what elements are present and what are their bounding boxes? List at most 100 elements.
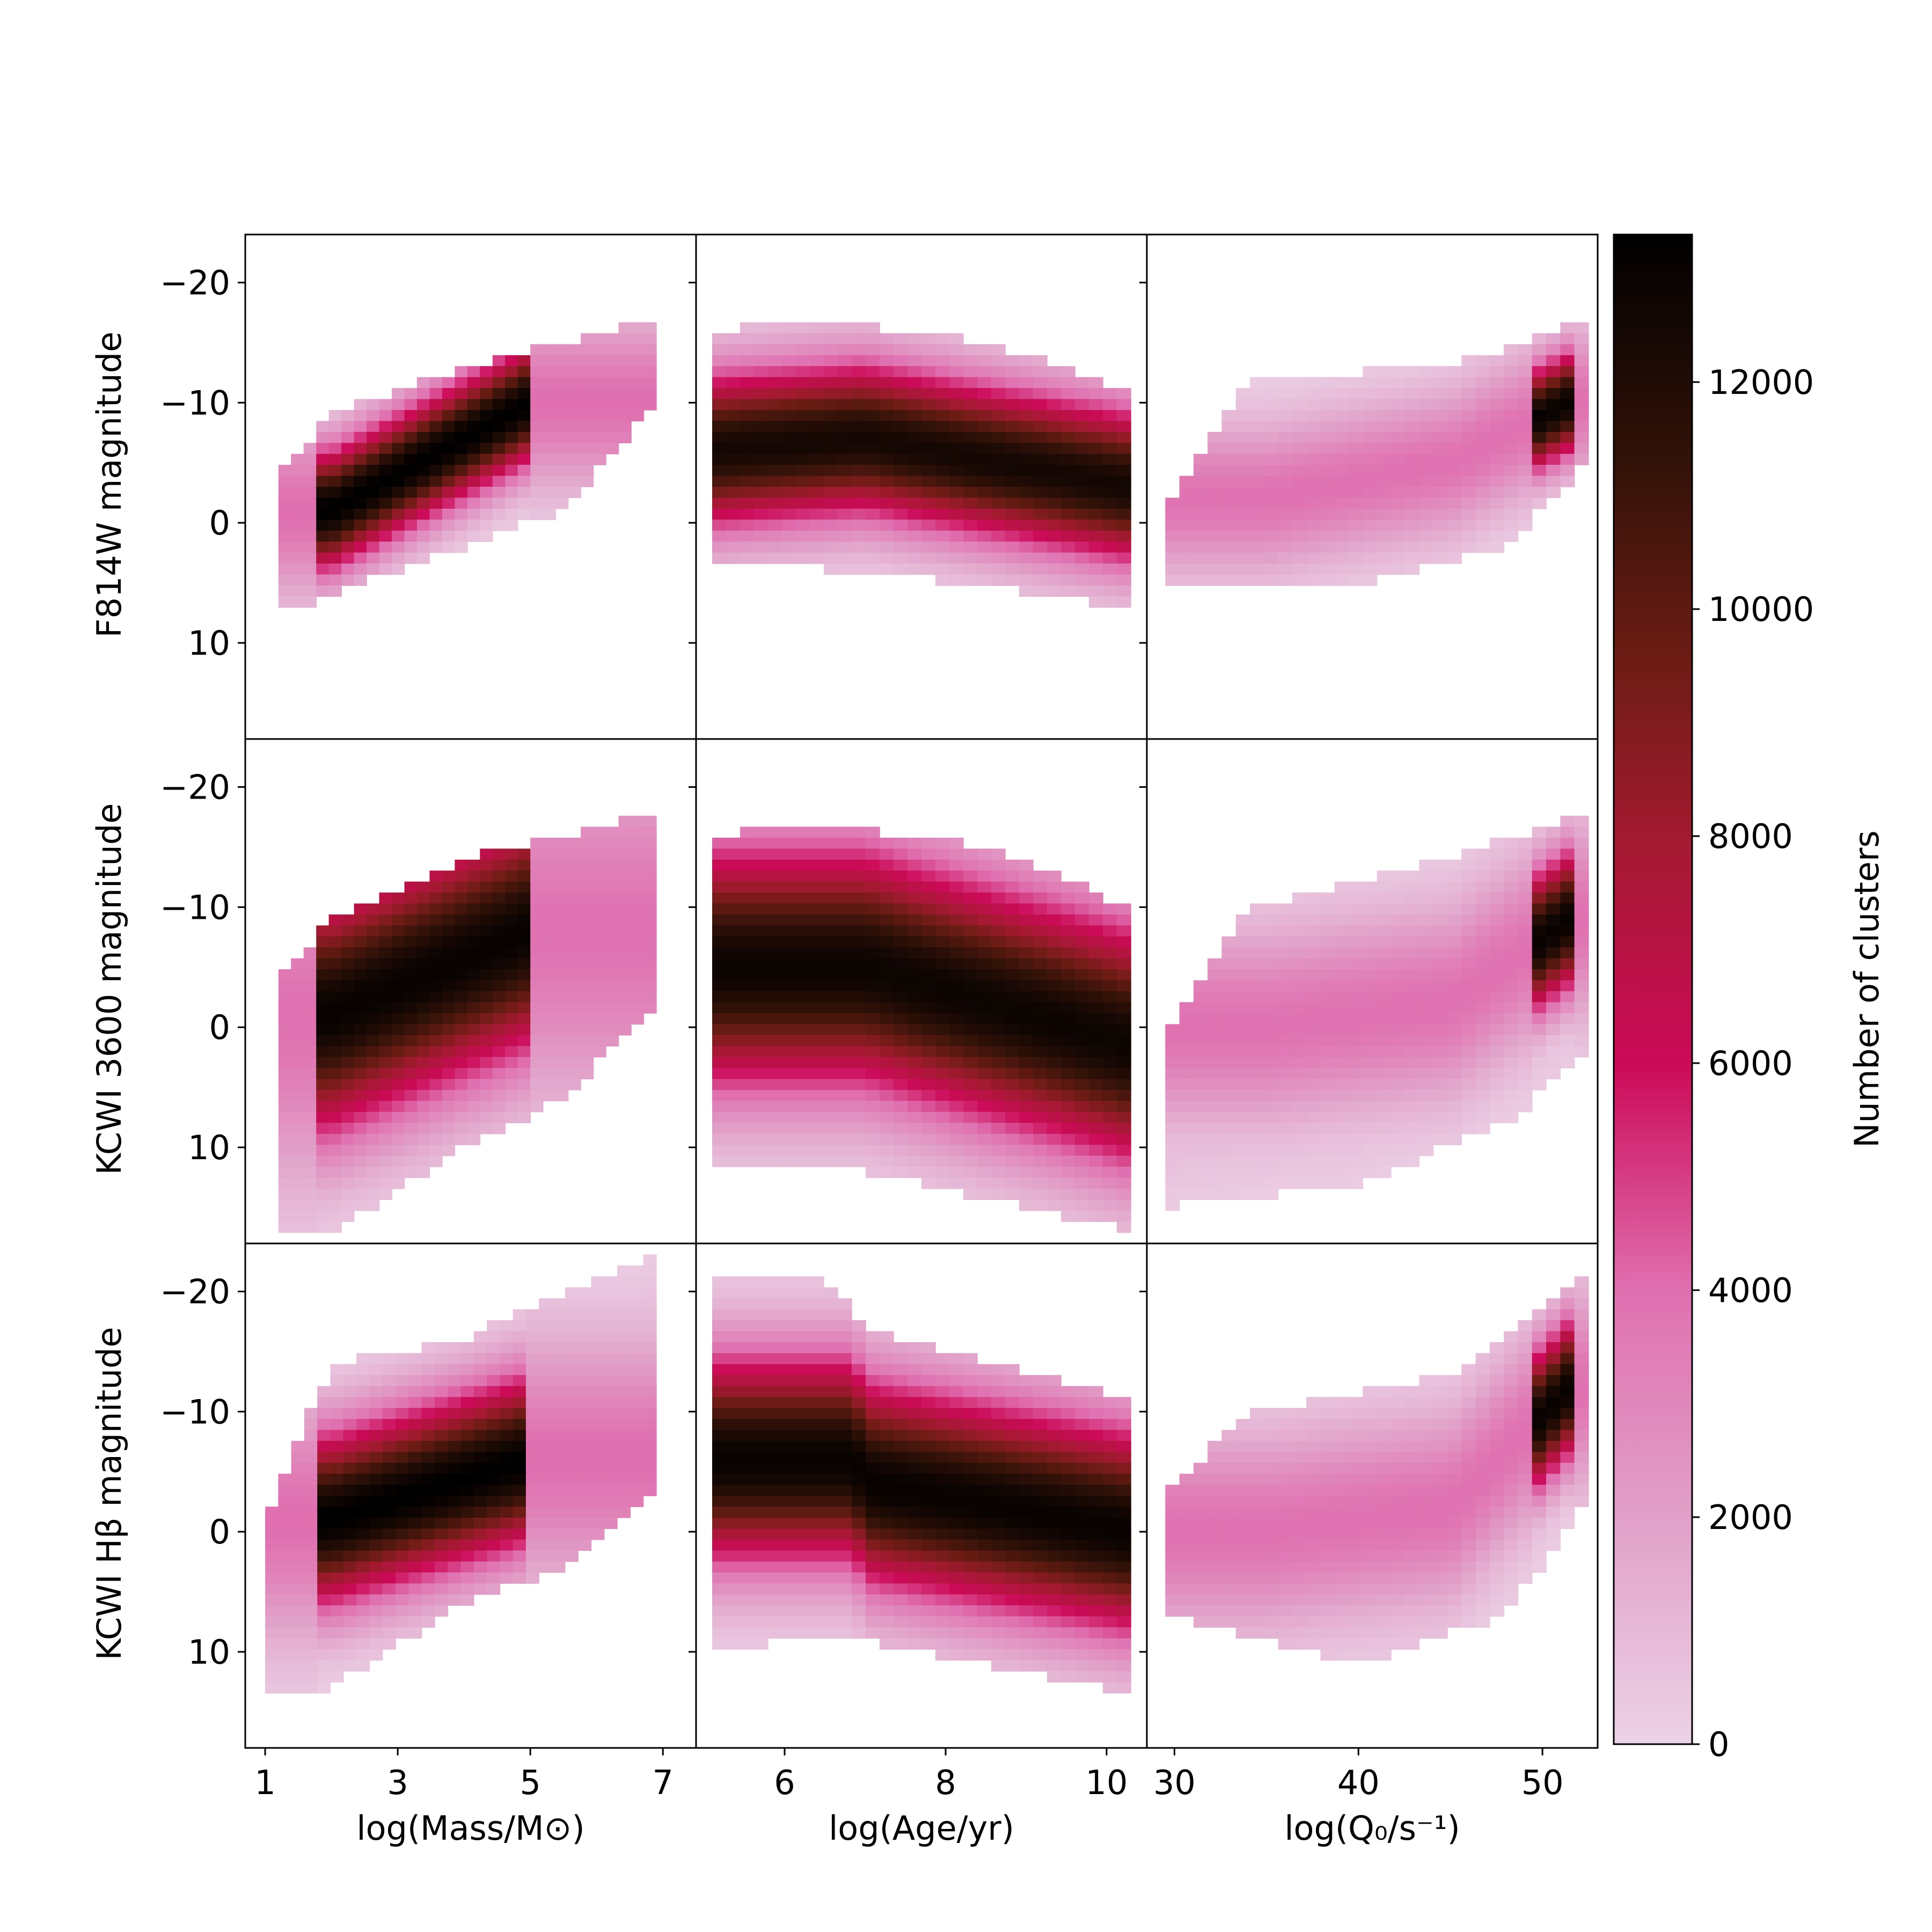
heatmap-cell: [1433, 552, 1448, 564]
heatmap-cell: [1433, 859, 1448, 871]
heatmap-cell: [949, 453, 964, 465]
heatmap-cell: [1103, 443, 1117, 455]
heatmap-cell: [796, 892, 810, 904]
heatmap-cell: [317, 1682, 331, 1694]
heatmap-cell: [921, 431, 936, 443]
heatmap-cell: [1292, 453, 1307, 465]
heatmap-cell: [442, 1002, 456, 1014]
heatmap-cell: [1278, 1123, 1293, 1135]
heatmap-cell: [977, 1177, 992, 1189]
heatmap-cell: [1089, 980, 1103, 992]
heatmap-cell: [500, 1496, 514, 1507]
heatmap-cell: [539, 1320, 553, 1332]
y-tick-label: 0: [209, 1008, 230, 1047]
heatmap-cell: [1103, 388, 1117, 400]
heatmap-cell: [1546, 1035, 1561, 1046]
heatmap-cell: [894, 859, 908, 871]
heatmap-cell: [754, 1309, 769, 1321]
heatmap-cell: [578, 1342, 592, 1354]
heatmap-cell: [555, 1068, 569, 1080]
heatmap-cell: [1504, 837, 1519, 850]
heatmap-cell: [754, 859, 769, 871]
heatmap-cell: [1165, 1046, 1180, 1058]
heatmap-cell: [539, 1550, 553, 1562]
heatmap-cell: [1349, 1123, 1364, 1135]
heatmap-cell: [838, 947, 852, 959]
heatmap-cell: [1405, 958, 1420, 970]
heatmap-cell: [630, 1276, 644, 1288]
heatmap-cell: [429, 881, 443, 893]
heatmap-cell: [530, 881, 544, 893]
heatmap-cell: [866, 497, 880, 509]
heatmap-cell: [754, 552, 769, 564]
heatmap-cell: [568, 388, 581, 400]
heatmap-cell: [392, 1046, 405, 1058]
heatmap-cell: [1475, 519, 1490, 531]
heatmap-cell: [448, 1528, 462, 1540]
heatmap-cell: [1546, 333, 1561, 345]
heatmap-cell: [1461, 925, 1476, 937]
heatmap-cell: [949, 519, 964, 531]
heatmap-cell: [921, 487, 936, 499]
heatmap-cell: [1235, 1013, 1250, 1025]
heatmap-cell: [379, 1167, 392, 1179]
heatmap-cell: [740, 1517, 755, 1529]
heatmap-cell: [316, 1002, 330, 1014]
heatmap-cell: [1475, 892, 1490, 904]
heatmap-cell: [448, 1440, 462, 1452]
heatmap-cell: [1349, 969, 1364, 981]
heatmap-cell: [555, 859, 569, 871]
heatmap-cell: [908, 399, 922, 411]
heatmap-cell: [317, 1572, 331, 1584]
heatmap-cell: [1532, 826, 1547, 838]
heatmap-cell: [500, 1353, 514, 1365]
heatmap-cell: [880, 870, 894, 882]
heatmap-cell: [460, 1430, 474, 1441]
heatmap-cell: [1475, 881, 1490, 893]
heatmap-cell: [1264, 1101, 1279, 1113]
heatmap-cell: [434, 1474, 448, 1485]
heatmap-cell: [356, 1440, 370, 1452]
y-tick-label: −10: [160, 888, 230, 927]
heatmap-cell: [838, 508, 852, 521]
heatmap-cell: [1574, 322, 1589, 334]
heatmap-cell: [1117, 1101, 1131, 1113]
heatmap-cell: [480, 1111, 493, 1123]
heatmap-cell: [1089, 1188, 1103, 1200]
heatmap-cell: [921, 837, 936, 850]
heatmap-cell: [530, 377, 544, 389]
heatmap-cell: [977, 1057, 992, 1069]
heatmap-cell: [1433, 399, 1448, 411]
heatmap-cell: [949, 1177, 964, 1189]
heatmap-cell: [908, 431, 922, 443]
heatmap-cell: [404, 958, 418, 970]
heatmap-cell: [408, 1364, 422, 1375]
heatmap-cell: [963, 431, 978, 443]
heatmap-cell: [824, 936, 838, 948]
heatmap-cell: [291, 1177, 304, 1189]
heatmap-cell: [1179, 1068, 1194, 1080]
heatmap-cell: [543, 1057, 556, 1069]
heatmap-cell: [1235, 519, 1250, 531]
heatmap-cell: [278, 1583, 292, 1595]
heatmap-cell: [1391, 399, 1406, 411]
heatmap-cell: [367, 1167, 380, 1179]
heatmap-cell: [1320, 1013, 1335, 1025]
heatmap-cell: [316, 936, 330, 948]
heatmap-cell: [1489, 837, 1504, 850]
heatmap-cell: [1075, 1155, 1089, 1167]
heatmap-cell: [1574, 837, 1589, 850]
heatmap-cell: [552, 1419, 566, 1431]
heatmap-cell: [1518, 892, 1533, 904]
heatmap-cell: [949, 487, 964, 499]
heatmap-cell: [1103, 925, 1117, 937]
heatmap-cell: [1208, 1002, 1223, 1014]
heatmap-cell: [1391, 1079, 1406, 1091]
heatmap-cell: [824, 870, 838, 882]
heatmap-cell: [606, 377, 619, 389]
heatmap-cell: [824, 837, 838, 850]
heatmap-cell: [467, 870, 481, 882]
heatmap-cell: [1075, 421, 1089, 433]
heatmap-cell: [935, 443, 950, 455]
heatmap-cell: [754, 1057, 769, 1069]
